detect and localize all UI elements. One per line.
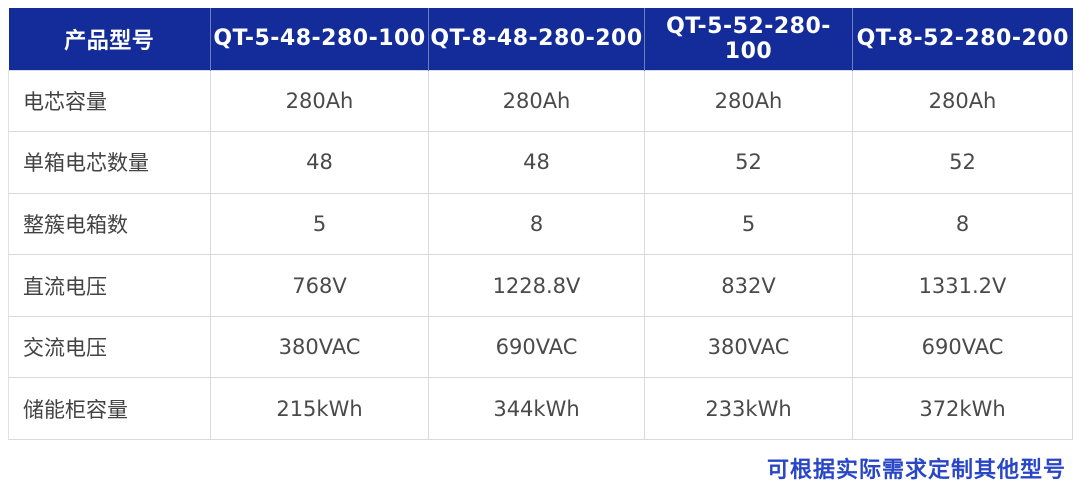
table-header-row: 产品型号 QT-5-48-280-100 QT-8-48-280-200 QT-… bbox=[8, 8, 1073, 70]
table-row-dc-voltage: 直流电压 768V 1228.8V 832V 1331.2V bbox=[8, 254, 1073, 317]
cell-value: 5 bbox=[210, 192, 429, 256]
cell-value: 52 bbox=[644, 131, 853, 194]
table-row-cabinet-capacity: 储能柜容量 215kWh 344kWh 233kWh 372kWh bbox=[8, 377, 1073, 440]
cell-value: 280Ah bbox=[644, 69, 853, 133]
cell-value: 5 bbox=[644, 192, 853, 256]
row-label-cells-per-box: 单箱电芯数量 bbox=[8, 131, 211, 194]
cell-value: 280Ah bbox=[210, 69, 429, 133]
cell-value: 380VAC bbox=[644, 315, 853, 379]
cell-value: 52 bbox=[852, 131, 1073, 194]
table-row-cells-per-box: 单箱电芯数量 48 48 52 52 bbox=[8, 131, 1073, 194]
header-model-qt-5-52-280-100: QT-5-52-280-100 bbox=[644, 8, 853, 70]
table-row-cell-capacity: 电芯容量 280Ah 280Ah 280Ah 280Ah bbox=[8, 69, 1073, 133]
row-label-dc-voltage: 直流电压 bbox=[8, 254, 211, 317]
row-label-ac-voltage: 交流电压 bbox=[8, 315, 211, 379]
table-row-boxes-per-cluster: 整簇电箱数 5 8 5 8 bbox=[8, 192, 1073, 256]
cell-value: 48 bbox=[210, 131, 429, 194]
cell-value: 8 bbox=[428, 192, 645, 256]
cell-value: 832V bbox=[644, 254, 853, 317]
row-label-cabinet-capacity: 储能柜容量 bbox=[8, 377, 211, 440]
row-label-boxes-per-cluster: 整簇电箱数 bbox=[8, 192, 211, 256]
cell-value: 380VAC bbox=[210, 315, 429, 379]
cell-value: 690VAC bbox=[428, 315, 645, 379]
cell-value: 280Ah bbox=[852, 69, 1073, 133]
cell-value: 1228.8V bbox=[428, 254, 645, 317]
cell-value: 8 bbox=[852, 192, 1073, 256]
cell-value: 215kWh bbox=[210, 377, 429, 440]
product-spec-table: 产品型号 QT-5-48-280-100 QT-8-48-280-200 QT-… bbox=[8, 8, 1073, 440]
cell-value: 233kWh bbox=[644, 377, 853, 440]
header-model-qt-8-52-280-200: QT-8-52-280-200 bbox=[852, 8, 1073, 70]
cell-value: 344kWh bbox=[428, 377, 645, 440]
table-row-ac-voltage: 交流电压 380VAC 690VAC 380VAC 690VAC bbox=[8, 315, 1073, 379]
cell-value: 690VAC bbox=[852, 315, 1073, 379]
cell-value: 48 bbox=[428, 131, 645, 194]
cell-value: 280Ah bbox=[428, 69, 645, 133]
header-product-model-label: 产品型号 bbox=[8, 8, 211, 70]
header-model-qt-5-48-280-100: QT-5-48-280-100 bbox=[210, 8, 429, 70]
cell-value: 768V bbox=[210, 254, 429, 317]
cell-value: 372kWh bbox=[852, 377, 1073, 440]
header-model-qt-8-48-280-200: QT-8-48-280-200 bbox=[428, 8, 645, 70]
customization-note: 可根据实际需求定制其他型号 bbox=[766, 458, 1066, 483]
cell-value: 1331.2V bbox=[852, 254, 1073, 317]
row-label-cell-capacity: 电芯容量 bbox=[8, 69, 211, 133]
